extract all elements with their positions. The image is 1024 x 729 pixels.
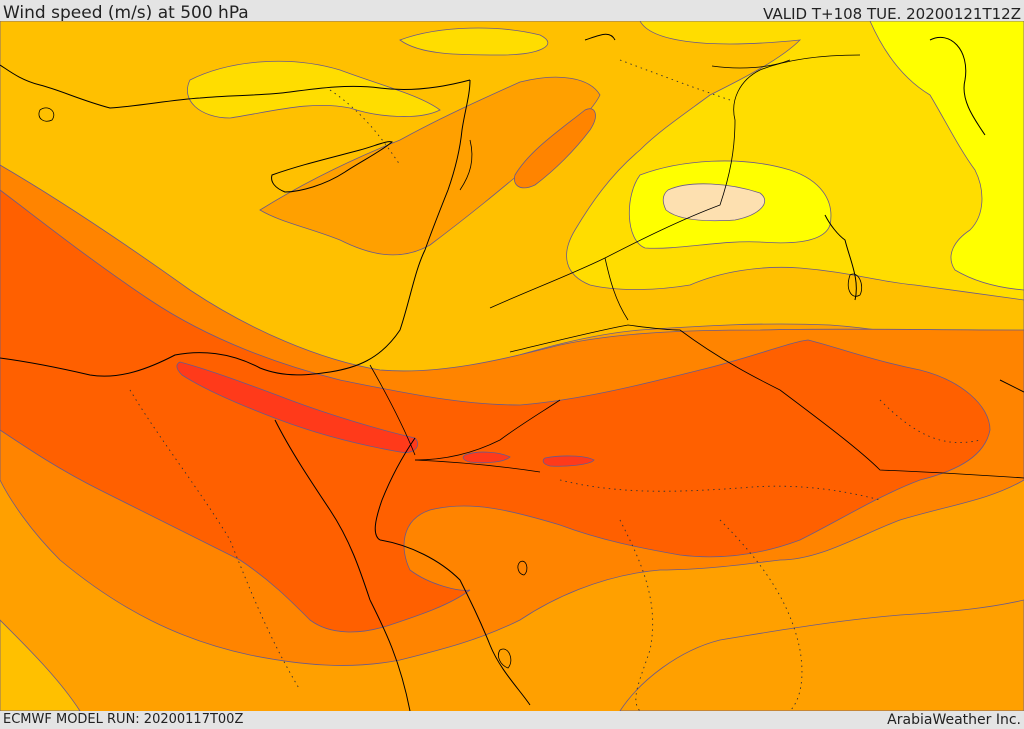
title-bar: Wind speed (m/s) at 500 hPa VALID T+108 … bbox=[0, 0, 1024, 23]
band-dark-orange bbox=[0, 189, 991, 633]
band-orange-streak bbox=[513, 108, 596, 189]
band-jet-core-1 bbox=[176, 361, 419, 453]
model-run: ECMWF MODEL RUN: 20200117T00Z bbox=[3, 712, 244, 727]
band-light-yellow bbox=[869, 21, 1024, 291]
islands bbox=[38, 107, 863, 669]
map-panel bbox=[0, 21, 1024, 711]
map-title: Wind speed (m/s) at 500 hPa bbox=[3, 3, 249, 23]
valid-time: VALID T+108 TUE. 20200121T12Z bbox=[763, 5, 1021, 23]
dotted-isolines bbox=[129, 59, 981, 711]
wind-speed-map bbox=[0, 21, 1024, 711]
credit-text: ArabiaWeather Inc. bbox=[887, 712, 1021, 728]
borders bbox=[369, 54, 1024, 479]
coastlines bbox=[0, 33, 1024, 711]
band-yellow-n bbox=[399, 27, 549, 56]
band-jet-core-2 bbox=[462, 451, 511, 464]
footer-bar: ECMWF MODEL RUN: 20200117T00Z ArabiaWeat… bbox=[0, 711, 1024, 729]
band-gold-se bbox=[619, 599, 1024, 711]
band-yellow-nw bbox=[187, 60, 441, 119]
band-pale-core bbox=[662, 183, 766, 222]
band-gold-sw bbox=[0, 619, 81, 711]
band-jet-core-3 bbox=[542, 455, 595, 467]
